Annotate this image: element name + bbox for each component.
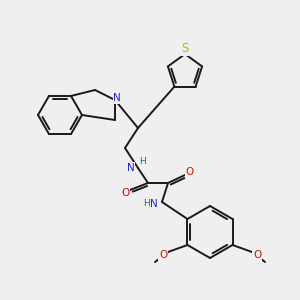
Text: H: H <box>142 200 149 208</box>
Text: O: O <box>159 250 167 260</box>
Text: H: H <box>140 157 146 166</box>
Text: N: N <box>113 93 121 103</box>
Text: O: O <box>121 188 129 198</box>
Text: O: O <box>186 167 194 177</box>
Text: S: S <box>181 43 189 56</box>
Text: N: N <box>150 199 158 209</box>
Text: N: N <box>127 163 135 173</box>
Text: O: O <box>253 250 261 260</box>
